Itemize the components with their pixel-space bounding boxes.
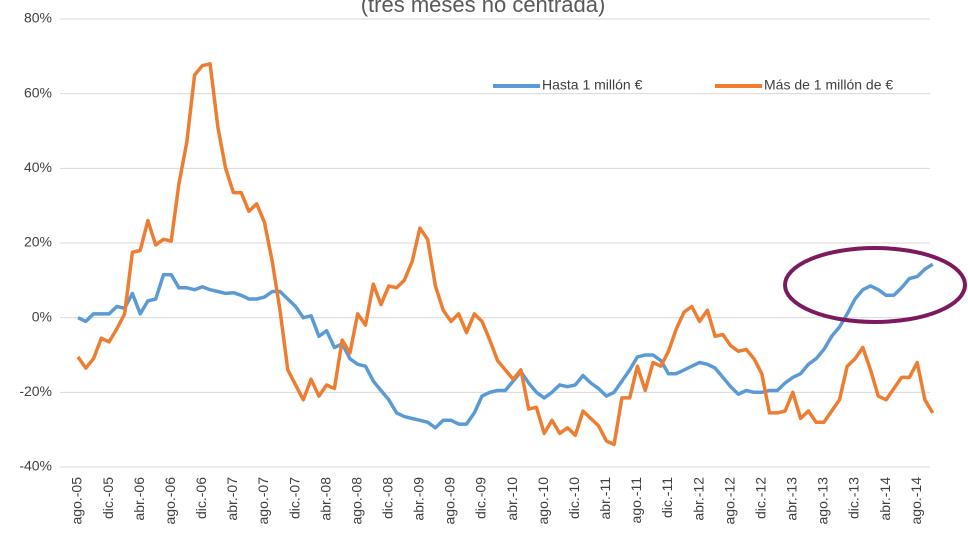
x-tick-label: abr.-08 (317, 477, 333, 521)
x-tick-label: ago.-06 (162, 477, 178, 525)
chart-title: (tres meses no centrada) (361, 0, 606, 17)
y-tick-label: 0% (32, 308, 52, 324)
x-tick-label: dic.-08 (380, 477, 396, 519)
y-tick-label: -40% (19, 458, 52, 474)
line-series (77, 262, 934, 430)
x-tick-label: ago.-14 (908, 477, 924, 525)
y-tick-label: -20% (19, 383, 52, 399)
highlight-ellipse (783, 246, 967, 324)
x-tick-label: dic.-10 (566, 477, 582, 519)
x-tick-label: abr.-13 (784, 477, 800, 521)
x-tick-label: abr.-10 (504, 477, 520, 521)
y-tick-label: 60% (24, 84, 52, 100)
legend-label: Hasta 1 millón € (542, 77, 643, 93)
y-tick-label: 20% (24, 234, 52, 250)
y-tick-label: 40% (24, 159, 52, 175)
x-tick-label: abr.-09 (411, 477, 427, 521)
x-tick-label: ago.-11 (628, 477, 644, 524)
x-tick-label: abr.-07 (224, 477, 240, 521)
x-tick-label: dic.-06 (193, 477, 209, 519)
line-series (76, 62, 935, 447)
x-tick-label: ago.-07 (255, 477, 271, 525)
x-tick-label: abr.-11 (597, 477, 613, 520)
legend-label: Más de 1 millón de € (764, 77, 893, 93)
x-tick-label: dic.-13 (846, 477, 862, 519)
x-tick-label: abr.-14 (877, 477, 893, 521)
y-tick-label: 80% (24, 10, 52, 26)
x-tick-label: abr.-12 (690, 477, 706, 521)
x-tick-label: ago.-08 (348, 477, 364, 525)
x-tick-label: ago.-13 (815, 477, 831, 525)
x-tick-label: dic.-11 (659, 477, 675, 518)
x-tick-label: ago.-09 (442, 477, 458, 525)
x-tick-label: dic.-07 (286, 477, 302, 519)
x-tick-label: dic.-12 (752, 477, 768, 519)
x-tick-label: ago.-12 (721, 477, 737, 525)
x-tick-label: ago.-10 (535, 477, 551, 525)
x-tick-label: ago.-05 (69, 477, 85, 525)
x-tick-label: dic.-09 (473, 477, 489, 519)
x-tick-label: dic.-05 (100, 477, 116, 519)
x-tick-label: abr.-06 (131, 477, 147, 521)
